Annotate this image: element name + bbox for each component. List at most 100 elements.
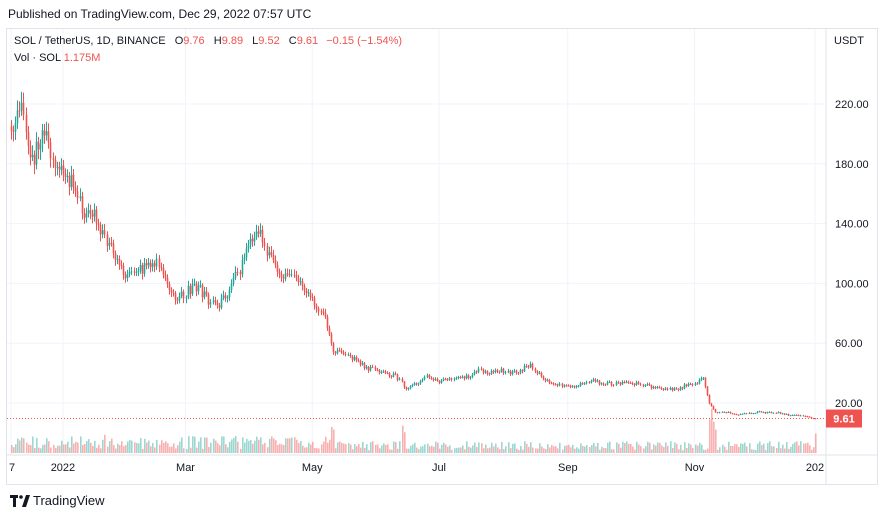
candle-body [155,258,158,267]
candle-body [351,356,354,360]
candle-body [679,387,682,390]
volume-bar [717,449,719,453]
candle-body [669,388,672,390]
symbol-title[interactable]: SOL / TetherUS, 1D, BINANCE [14,35,166,47]
candle-body [245,248,248,258]
volume-bar [360,447,362,453]
volume-bar [318,448,320,453]
volume-bar [445,444,447,453]
volume-bar [217,443,219,453]
candle-body [41,130,44,144]
tradingview-brand[interactable]: TradingView [10,493,105,508]
candle-body [228,290,231,298]
volume-bar [244,442,246,453]
candle-body [72,174,75,188]
volume-bar [487,448,489,453]
volume-bar [331,427,333,453]
volume-bar [724,446,726,453]
candle-body [158,258,161,268]
x-tick-label: Nov [685,462,705,474]
candle-body [268,252,271,256]
volume-bar [391,449,393,453]
candle-body [802,415,805,417]
currency-label[interactable]: USDT [834,35,864,47]
candle-body [654,386,657,388]
volume-bar [713,421,715,453]
candle-body [332,343,335,353]
volume-bar [811,449,813,453]
volume-bar [316,448,318,453]
candle-body [748,412,751,414]
volume-bar [744,442,746,453]
volume-bar [231,439,233,453]
volume-bar [433,446,435,453]
volume-bar [707,448,709,453]
volume-bar [466,441,468,453]
candle-body [762,412,765,414]
candle-body [20,102,23,111]
candle-body [193,283,196,285]
volume-bar [341,442,343,453]
candle-body [52,158,55,161]
candle-body [112,243,115,254]
candle-body [334,352,337,354]
candle-body [428,375,431,378]
candle-body [76,191,79,199]
volume-bar [605,448,607,453]
candle-body [764,412,767,414]
volume-bar [152,443,154,453]
candle-body [739,414,742,416]
volume-bar [593,442,595,453]
candle-body [353,357,356,360]
candle-body [648,384,651,386]
volume-bar [237,441,239,453]
candle-body [197,285,200,292]
volume-bar [171,446,173,453]
volume-bar [34,448,36,453]
candle-body [507,370,510,373]
candle-body [313,297,316,306]
volume-bar [435,441,437,453]
volume-bar [647,441,649,453]
volume-bar [246,438,248,453]
volume-bar [678,449,680,453]
candle-body [95,209,98,224]
candle-body [403,381,406,388]
candle-body [355,357,358,361]
close-label: C [288,35,297,47]
candle-body [546,379,549,381]
candle-body [27,132,30,147]
volume-bar [175,448,177,453]
volume-bar [215,440,217,453]
volume-bar [451,449,453,453]
volume-bar [381,445,383,453]
candle-body [752,413,755,415]
volume-bar [260,437,262,453]
volume-label[interactable]: Vol · SOL [14,52,61,64]
candle-body [446,379,449,381]
volume-bar [416,447,418,453]
candle-body [527,366,530,368]
x-tick-label: 202 [806,462,824,474]
volume-bar [262,444,264,453]
candle-body [367,366,370,371]
candle-body [139,264,142,271]
volume-bar [572,444,574,453]
volume-bar [294,437,296,453]
y-tick-label: 100.00 [835,278,869,290]
volume-bar [684,442,686,453]
candle-body [804,416,807,418]
candle-body [130,271,133,273]
volume-bar [221,436,223,453]
volume-bar [516,448,518,453]
volume-bar [308,442,310,453]
candle-body [87,210,90,214]
volume-bar [798,445,800,453]
candle-body [685,384,688,386]
candle-body [66,175,69,177]
candle-body [91,213,94,217]
volume-bar [229,441,231,453]
candle-body [309,292,312,297]
volume-bar [277,444,279,453]
